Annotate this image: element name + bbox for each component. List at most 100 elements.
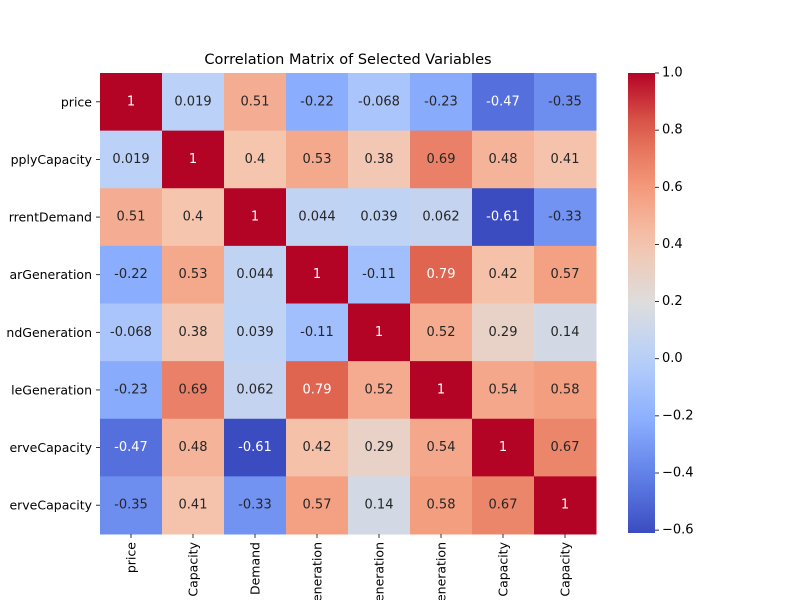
cell-value-label: -0.35	[548, 94, 582, 109]
cell-value-label: -0.11	[300, 325, 334, 340]
heatmap-cell	[348, 361, 411, 420]
heatmap-cell	[534, 73, 597, 132]
heatmap-cell	[286, 188, 349, 247]
cell-value-label: 0.019	[174, 94, 211, 109]
heatmap-cell	[534, 476, 597, 535]
heatmap-cell	[410, 73, 473, 132]
cell-value-label: 0.039	[360, 210, 397, 225]
colorbar-tick-label: 1.0	[662, 66, 683, 81]
cell-value-label: -0.33	[548, 210, 582, 225]
heatmap-cell	[224, 303, 287, 362]
cell-value-label: -0.61	[486, 210, 520, 225]
heatmap-cell	[286, 245, 349, 304]
heatmap-cell	[534, 245, 597, 304]
heatmap-cell	[286, 361, 349, 420]
cell-value-label: -0.23	[114, 382, 148, 397]
heatmap-cell	[286, 303, 349, 362]
heatmap-cell	[348, 245, 411, 304]
cell-value-label: -0.47	[486, 94, 520, 109]
cell-value-label: 0.54	[427, 440, 456, 455]
heatmap-cell	[348, 476, 411, 535]
cell-value-label: 1	[313, 267, 321, 282]
cell-value-label: 0.58	[427, 498, 456, 513]
column-tick-label: eneration	[434, 542, 449, 600]
heatmap-cell	[100, 245, 163, 304]
heatmap-cell	[472, 73, 535, 132]
cell-value-label: 0.79	[303, 382, 332, 397]
cell-value-label: 0.4	[183, 210, 204, 225]
cell-value-label: 0.79	[427, 267, 456, 282]
heatmap-cell	[100, 476, 163, 535]
heatmap-cell	[534, 418, 597, 477]
heatmap-cell	[472, 130, 535, 189]
cell-value-label: 0.52	[365, 382, 394, 397]
colorbar-tick-label: 0.4	[662, 237, 683, 252]
heatmap-cell	[100, 130, 163, 189]
cell-value-label: -0.11	[362, 267, 396, 282]
heatmap-cell	[224, 361, 287, 420]
cell-value-label: 1	[437, 382, 445, 397]
cell-value-label: -0.61	[238, 440, 272, 455]
row-tick-label: rrentDemand	[9, 210, 92, 225]
cell-value-label: 0.044	[298, 210, 335, 225]
cell-value-label: 0.51	[241, 94, 270, 109]
cell-value-label: 0.48	[489, 152, 518, 167]
heatmap-cell	[348, 73, 411, 132]
heatmap-cell	[348, 303, 411, 362]
colorbar-tick-label: 0.6	[662, 180, 683, 195]
heatmap-cell	[224, 130, 287, 189]
cell-value-label: 0.38	[179, 325, 208, 340]
heatmap-cell	[162, 245, 225, 304]
heatmap-cell	[224, 245, 287, 304]
cell-value-label: 0.039	[236, 325, 273, 340]
cell-value-label: 0.14	[551, 325, 580, 340]
column-tick-label: eneration	[310, 542, 325, 600]
heatmap-cell	[162, 418, 225, 477]
cell-value-label: 0.42	[303, 440, 332, 455]
heatmap-cell	[348, 418, 411, 477]
cell-value-label: 1	[561, 498, 569, 513]
heatmap-cell	[286, 418, 349, 477]
cell-value-label: 0.51	[117, 210, 146, 225]
cell-value-label: -0.068	[110, 325, 152, 340]
heatmap-cell	[224, 188, 287, 247]
heatmap-cell	[224, 418, 287, 477]
heatmap-cell	[472, 188, 535, 247]
colorbar-tick-label: 0.8	[662, 123, 683, 138]
cell-value-label: 0.53	[179, 267, 208, 282]
cell-value-label: 0.67	[551, 440, 580, 455]
row-tick-labels: price pplyCapacity rrentDemand arGeneration…	[6, 94, 100, 513]
heatmap-cells: 1 0.019 0.51 -0.22 -0.068 -0.23 -0.47 -0.35 0.01…	[100, 73, 597, 535]
heatmap-cell	[286, 476, 349, 535]
cell-value-label: 0.58	[551, 382, 580, 397]
column-tick-label: Capacity	[558, 541, 573, 596]
colorbar-tick-label: 0.0	[662, 351, 683, 366]
cell-value-label: -0.22	[300, 94, 334, 109]
heatmap-cell	[410, 418, 473, 477]
cell-value-label: 1	[189, 152, 197, 167]
heatmap-cell	[410, 476, 473, 535]
heatmap-cell	[162, 73, 225, 132]
heatmap-cell	[224, 73, 287, 132]
heatmap-cell	[348, 188, 411, 247]
heatmap-cell	[100, 418, 163, 477]
cell-value-label: 0.062	[422, 210, 459, 225]
cell-value-label: -0.068	[358, 94, 400, 109]
heatmap-cell	[472, 361, 535, 420]
heatmap-cell	[410, 188, 473, 247]
row-tick-label: erveCapacity	[9, 498, 92, 513]
heatmap-cell	[286, 73, 349, 132]
heatmap-cell	[534, 130, 597, 189]
heatmap-cell	[100, 361, 163, 420]
heatmap-cell	[534, 303, 597, 362]
cell-value-label: 0.57	[551, 267, 580, 282]
row-tick-label: leGeneration	[11, 382, 92, 397]
row-tick-label: ndGeneration	[6, 325, 92, 340]
heatmap-cell	[162, 476, 225, 535]
heatmap-cell	[100, 303, 163, 362]
cell-value-label: 0.54	[489, 382, 518, 397]
cell-value-label: 0.42	[489, 267, 518, 282]
heatmap-cell	[162, 303, 225, 362]
heatmap-cell	[534, 361, 597, 420]
colorbar: 1.0 0.8 0.6 0.4 0.2 0.0 −0.2 −0.4 −0.6	[628, 66, 694, 538]
